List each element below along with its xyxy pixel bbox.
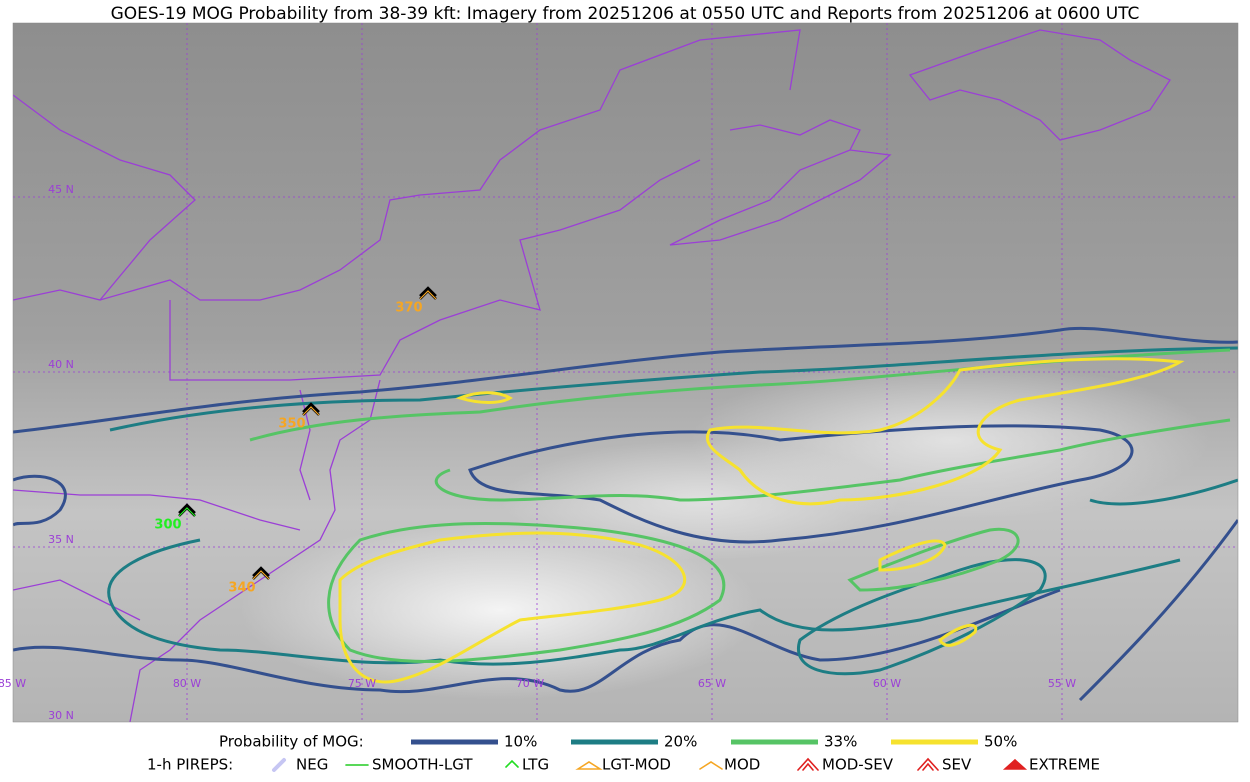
lon-label: 55 W <box>1048 677 1076 690</box>
contour-10 <box>13 326 1238 702</box>
legend-label: NEG <box>296 756 328 774</box>
legend-label: 20% <box>664 733 697 751</box>
legend-symbol <box>699 761 723 770</box>
graticule <box>13 23 1238 722</box>
legend-label: LGT-MOD <box>602 756 671 774</box>
map-frame <box>12 22 1239 723</box>
pirep-symbol <box>419 290 437 300</box>
contour-50 <box>938 623 978 647</box>
legend: Probability of MOG: 10% 20% 33% 50% 1-h PIREP… <box>147 733 1100 774</box>
legend-symbol <box>272 758 286 772</box>
legend-label: MOD <box>724 756 760 774</box>
legend-label: SEV <box>942 756 972 774</box>
lon-label: 80 W <box>173 677 201 690</box>
graticule-labels: 45 N 40 N 35 N 30 N 85 W 80 W 75 W 70 W 65 W 60 W… <box>0 183 1076 722</box>
pirep-symbol <box>178 507 196 517</box>
title: GOES-19 MOG Probability from 38-39 kft: … <box>111 4 1140 24</box>
pireps: 370 350 300 340 <box>154 286 437 596</box>
lon-label: 65 W <box>698 677 726 690</box>
legend-label: SMOOTH-LGT <box>372 756 473 774</box>
lat-label: 30 N <box>48 709 74 722</box>
contour-10 <box>468 424 1134 544</box>
legend-label: 50% <box>984 733 1017 751</box>
lon-label: 70 W <box>516 677 544 690</box>
legend-symbol <box>917 757 939 771</box>
contours <box>13 326 1238 702</box>
contour-50 <box>705 357 1185 506</box>
legend-symbol <box>797 757 819 771</box>
contour-33 <box>847 527 1020 592</box>
pirep-symbol <box>252 570 270 580</box>
legend-symbol <box>1002 758 1028 770</box>
lon-label: 60 W <box>873 677 901 690</box>
pirep-label: 350 <box>278 417 305 432</box>
lat-label: 45 N <box>48 183 74 196</box>
legend-label: MOD-SEV <box>822 756 894 774</box>
legend-label: LTG <box>522 756 549 774</box>
lat-label: 40 N <box>48 358 74 371</box>
pirep-symbol <box>302 406 320 416</box>
legend-label: EXTREME <box>1029 756 1100 774</box>
legend-symbol <box>575 761 603 770</box>
map: 370 350 300 340 <box>13 23 1238 722</box>
pirep-label: 370 <box>395 301 422 316</box>
coastlines <box>13 29 1171 722</box>
legend-symbol <box>505 759 519 768</box>
legend-label: 10% <box>504 733 537 751</box>
legend-label: 33% <box>824 733 857 751</box>
contour-50 <box>338 531 687 684</box>
legend-title: Probability of MOG: <box>219 733 364 751</box>
pirep-label: 300 <box>154 518 181 533</box>
legend-title: 1-h PIREPS: <box>147 756 233 774</box>
contour-50 <box>455 391 513 404</box>
lat-label: 35 N <box>48 533 74 546</box>
contour-20 <box>107 346 1238 666</box>
contour-20 <box>797 558 1047 676</box>
lon-label: 85 W <box>0 677 26 690</box>
pirep-label: 340 <box>228 581 255 596</box>
lon-label: 75 W <box>348 677 376 690</box>
contour-50 <box>878 539 947 572</box>
